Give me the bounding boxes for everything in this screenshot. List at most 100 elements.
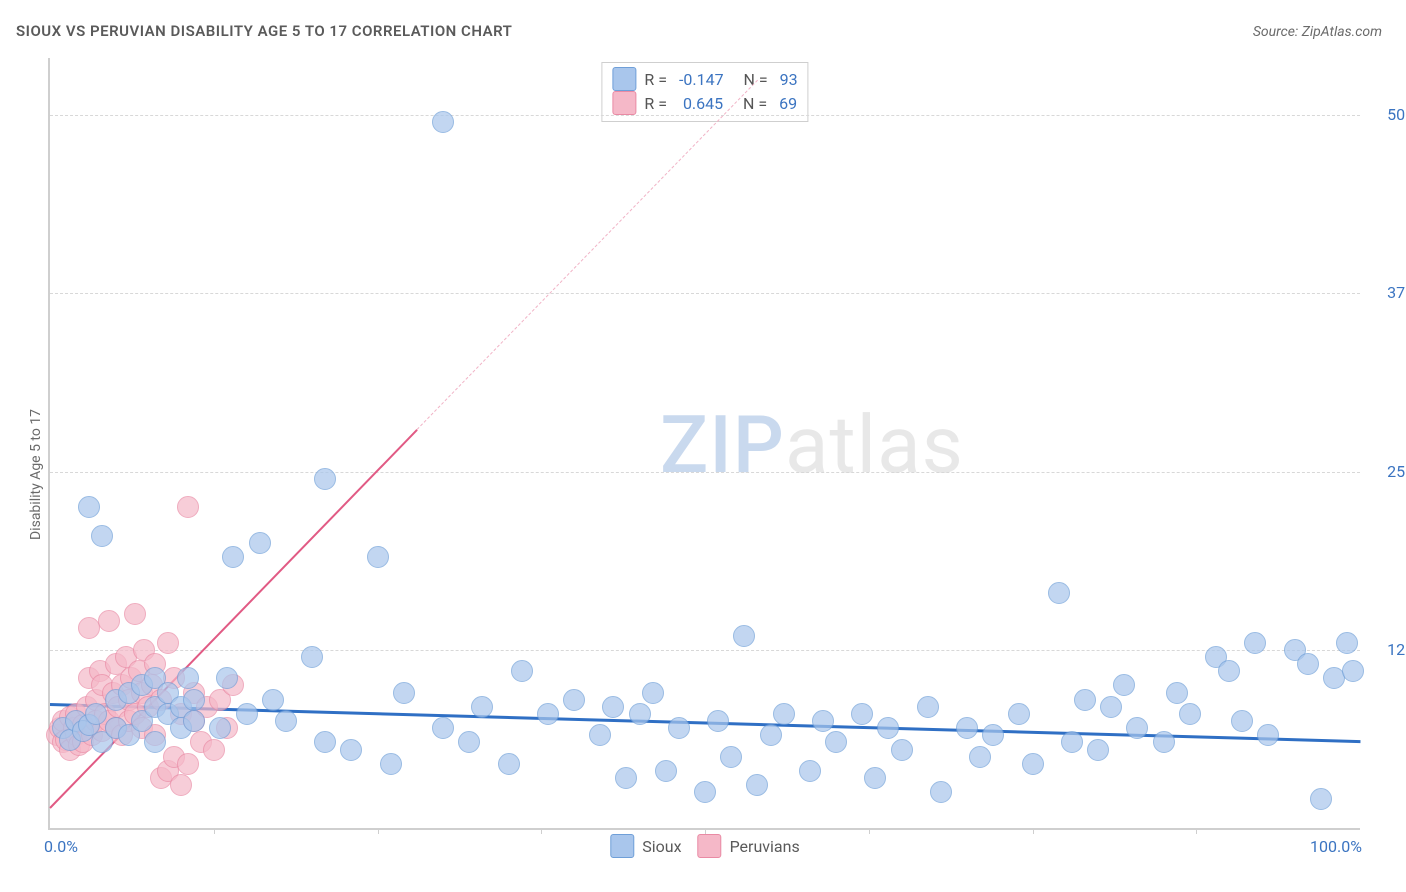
x-minor-tick	[705, 828, 706, 834]
scatter-point-sioux	[969, 746, 991, 768]
x-minor-tick	[1196, 828, 1197, 834]
scatter-point-sioux	[602, 696, 624, 718]
scatter-point-sioux	[694, 781, 716, 803]
scatter-point-sioux	[1113, 674, 1135, 696]
scatter-point-sioux	[799, 760, 821, 782]
scatter-point-sioux	[432, 111, 454, 133]
stat-r-sioux: -0.147	[679, 70, 724, 89]
scatter-point-sioux	[177, 667, 199, 689]
watermark: ZIPatlas	[660, 398, 964, 492]
scatter-point-sioux	[393, 682, 415, 704]
gridline	[50, 650, 1360, 651]
scatter-point-sioux	[471, 696, 493, 718]
scatter-point-sioux	[1231, 710, 1253, 732]
scatter-point-sioux	[1074, 689, 1096, 711]
scatter-point-sioux	[917, 696, 939, 718]
scatter-point-sioux	[537, 703, 559, 725]
swatch-sioux	[612, 67, 636, 91]
scatter-point-sioux	[1061, 731, 1083, 753]
gridline	[50, 472, 1360, 473]
scatter-point-sioux	[1244, 632, 1266, 654]
y-tick-label: 37.5%	[1370, 283, 1406, 302]
x-tick-label: 100.0%	[1310, 837, 1362, 856]
x-tick-label: 0.0%	[44, 837, 78, 856]
watermark-zip: ZIP	[660, 398, 785, 492]
scatter-point-sioux	[1008, 703, 1030, 725]
scatter-point-sioux	[340, 739, 362, 761]
x-minor-tick	[1033, 828, 1034, 834]
scatter-point-sioux	[720, 746, 742, 768]
bottom-legend: Sioux Peruvians	[610, 834, 799, 858]
scatter-point-sioux	[642, 682, 664, 704]
y-tick-label: 50.0%	[1370, 105, 1406, 124]
source-label: Source: ZipAtlas.com	[1253, 24, 1382, 40]
x-minor-tick	[541, 828, 542, 834]
legend-swatch-sioux	[610, 834, 634, 858]
scatter-point-peruvians	[124, 603, 146, 625]
scatter-point-sioux	[183, 689, 205, 711]
scatter-point-sioux	[236, 703, 258, 725]
scatter-point-sioux	[1087, 739, 1109, 761]
legend-label-peruvians: Peruvians	[730, 837, 800, 856]
legend-item-peruvians: Peruvians	[698, 834, 800, 858]
scatter-point-sioux	[314, 468, 336, 490]
scatter-point-sioux	[301, 646, 323, 668]
scatter-point-sioux	[930, 781, 952, 803]
scatter-point-sioux	[812, 710, 834, 732]
scatter-point-sioux	[91, 525, 113, 547]
scatter-point-peruvians	[177, 753, 199, 775]
scatter-point-sioux	[864, 767, 886, 789]
scatter-point-sioux	[183, 710, 205, 732]
scatter-point-sioux	[209, 717, 231, 739]
scatter-point-sioux	[956, 717, 978, 739]
scatter-point-sioux	[216, 667, 238, 689]
scatter-point-sioux	[1342, 660, 1364, 682]
scatter-point-peruvians	[177, 496, 199, 518]
scatter-point-sioux	[144, 731, 166, 753]
scatter-point-sioux	[1100, 696, 1122, 718]
scatter-point-sioux	[877, 717, 899, 739]
scatter-point-sioux	[1048, 582, 1070, 604]
scatter-point-sioux	[367, 546, 389, 568]
scatter-point-peruvians	[203, 739, 225, 761]
stat-legend-row-peruvians: R = 0.645 N = 69	[612, 91, 797, 115]
plot-area: ZIPatlas R = -0.147 N = 93 R = 0.645 N =…	[48, 58, 1360, 830]
scatter-point-sioux	[498, 753, 520, 775]
scatter-point-peruvians	[157, 632, 179, 654]
scatter-point-sioux	[773, 703, 795, 725]
trend-line	[416, 80, 757, 430]
scatter-point-sioux	[733, 625, 755, 647]
scatter-point-sioux	[78, 496, 100, 518]
legend-label-sioux: Sioux	[642, 837, 681, 856]
scatter-point-sioux	[222, 546, 244, 568]
scatter-point-sioux	[825, 731, 847, 753]
scatter-point-sioux	[1218, 660, 1240, 682]
y-axis-label: Disability Age 5 to 17	[28, 409, 44, 540]
scatter-point-sioux	[1297, 653, 1319, 675]
legend-item-sioux: Sioux	[610, 834, 681, 858]
scatter-point-sioux	[563, 689, 585, 711]
scatter-point-sioux	[982, 724, 1004, 746]
scatter-point-sioux	[458, 731, 480, 753]
stat-n-sioux: 93	[780, 70, 798, 89]
y-tick-label: 25.0%	[1370, 462, 1406, 481]
scatter-point-sioux	[314, 731, 336, 753]
scatter-point-sioux	[655, 760, 677, 782]
x-minor-tick	[378, 828, 379, 834]
scatter-point-sioux	[707, 710, 729, 732]
scatter-point-sioux	[85, 703, 107, 725]
scatter-point-sioux	[629, 703, 651, 725]
scatter-point-sioux	[1336, 632, 1358, 654]
gridline	[50, 115, 1360, 116]
scatter-point-sioux	[746, 774, 768, 796]
scatter-point-sioux	[589, 724, 611, 746]
scatter-point-sioux	[249, 532, 271, 554]
scatter-point-sioux	[1179, 703, 1201, 725]
scatter-point-sioux	[1166, 682, 1188, 704]
stat-r-peruvians: 0.645	[683, 94, 723, 113]
stat-r-key: R =	[644, 70, 671, 89]
scatter-point-sioux	[262, 689, 284, 711]
scatter-point-sioux	[380, 753, 402, 775]
chart-title: SIOUX VS PERUVIAN DISABILITY AGE 5 TO 17…	[16, 22, 512, 40]
scatter-point-sioux	[851, 703, 873, 725]
